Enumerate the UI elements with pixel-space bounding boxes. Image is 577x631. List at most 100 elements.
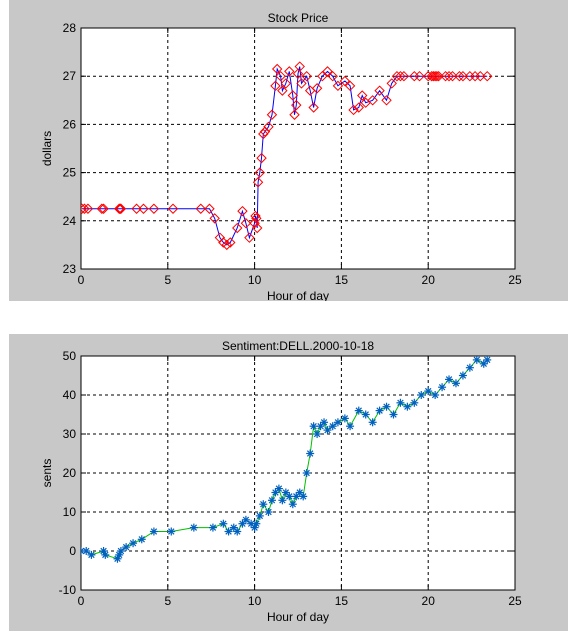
y-axis-label: dollars [40,131,54,166]
data-point [255,511,264,520]
data-point [266,109,278,120]
series-group [81,356,492,563]
data-point [332,80,344,92]
data-point [483,356,492,364]
data-point [328,422,337,431]
data-point [270,80,281,92]
y-tick-label: 30 [63,427,77,441]
data-point [116,547,125,555]
data-point [410,398,419,407]
data-point [82,203,94,214]
data-point [252,519,261,528]
stock-price-figure: 0 5 10 15 20 25 23 24 25 26 27 28 Stock Price Hour of… [9,0,568,301]
data-point [395,70,406,82]
data-point [333,418,342,427]
data-point [429,70,441,82]
x-tick-label: 25 [508,273,522,287]
data-point [472,356,481,364]
chart-title: Stock Price [268,11,329,25]
data-point [445,375,454,384]
data-point [251,213,262,224]
data-point [264,508,273,516]
data-point [244,232,255,243]
sentiment-chart: 0 5 10 15 20 25-1001020304050Sentiment:DELL.2… [40,339,522,624]
y-tick-label: -10 [59,583,77,597]
data-point [274,484,283,493]
data-point [464,70,476,82]
data-point [113,203,125,214]
data-point [189,523,198,532]
data-point [285,492,294,501]
data-point [101,550,110,559]
data-point [131,203,142,214]
data-point [311,83,323,94]
data-point [308,102,319,113]
data-point [288,500,297,509]
data-point [424,387,433,396]
data-point [287,90,298,101]
data-point [433,70,444,82]
data-point [317,70,328,82]
y-tick-label: 27 [63,69,77,83]
data-point [381,95,392,106]
data-point [354,406,363,415]
data-point [98,203,109,214]
data-point [224,527,233,536]
data-point [137,535,146,544]
data-point [417,391,426,399]
data-point [81,203,90,214]
y-axis-label: sents [40,459,54,488]
data-point [167,203,179,214]
data-point [302,469,311,477]
data-point [259,126,271,137]
data-point [232,222,243,234]
data-point [431,70,443,82]
data-point [294,61,305,72]
data-point [299,492,308,501]
data-point [348,104,359,116]
y-tick-label: 24 [63,214,77,228]
data-point [447,70,458,82]
data-point [426,70,437,82]
x-tick-label: 15 [335,594,349,608]
data-point [271,63,283,75]
data-point [252,177,264,188]
plot-area [80,27,516,270]
stock-price-chart: 0 5 10 15 20 25 23 24 25 26 27 28 Stock Price Hour of… [40,11,522,301]
data-point [340,414,349,423]
data-point [114,203,126,214]
data-point [82,547,91,555]
data-point [327,70,338,82]
data-point [409,70,420,82]
y-tick-label: 40 [63,388,77,402]
data-point [138,203,149,214]
data-point [277,85,288,96]
data-point [374,85,385,96]
data-point [428,70,439,82]
data-point [458,371,467,380]
x-tick-label: 15 [335,273,349,287]
data-point [309,422,318,431]
data-point [440,70,451,82]
data-point [233,527,242,536]
x-axis-label: Hour of day [267,289,329,301]
data-point [339,75,351,87]
x-tick-label: 10 [248,273,262,287]
data-point [469,70,481,82]
data-point [451,379,460,388]
data-point [386,78,397,89]
data-point [389,410,398,419]
data-point [267,496,276,505]
x-axis-label: Hour of day [267,610,329,624]
data-point [367,95,378,106]
y-tick-label: 28 [63,21,77,35]
data-point [256,152,267,164]
y-tick-label: 23 [63,262,77,276]
data-point [353,102,364,113]
data-point [357,90,368,101]
data-point [296,78,307,89]
data-point [313,430,322,438]
data-point [291,99,302,111]
data-point [454,70,465,82]
data-point [115,203,127,214]
